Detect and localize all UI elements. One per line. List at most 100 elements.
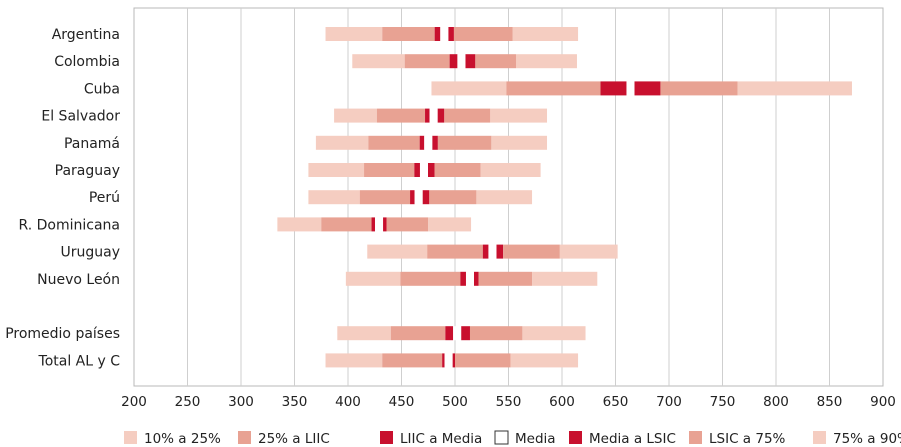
bar-segment-liic-mean [482,244,489,259]
bar-segment-lsic-p75 [478,271,533,286]
bar-mean-marker [440,27,449,41]
bar-segment-mean-lsic [422,190,430,205]
x-tick-label: 900 [870,394,896,410]
bar-segment-lsic-p75 [453,27,513,41]
bar-segment-p25-liic [368,135,420,150]
legend-swatch [813,431,826,444]
bar-segment-p10-p25 [337,326,391,341]
x-tick-label: 200 [121,394,147,410]
bar-segment-p25-liic [382,27,435,41]
grid-lines [187,8,830,386]
x-tick-label: 550 [496,394,522,410]
bar-segment-liic-mean [445,326,454,341]
bar-mean-marker [453,326,462,341]
legend-swatch [380,431,393,444]
bar-segment-p25-liic [364,163,415,177]
bar-segment-p75-p90 [522,326,586,341]
legend-label: Media a LSIC [589,431,676,447]
bar-segment-p10-p25 [315,135,369,150]
bar-segment-p10-p25 [325,27,383,41]
bar-segment-mean-lsic [634,81,661,96]
category-label: Cuba [84,81,120,97]
bar-mean-marker [375,217,384,232]
legend-label: 10% a 25% [144,431,221,447]
legend-swatch [689,431,702,444]
bar-segment-mean-lsic [427,163,435,177]
bar-segment-p75-p90 [532,271,598,286]
legend-label: Media [515,431,556,447]
bar-segment-mean-lsic [452,353,455,368]
legend-swatch [124,431,137,444]
bar-segment-p25-liic [390,326,446,341]
bar-segment-liic-mean [442,353,445,368]
bar-segment-mean-lsic [383,217,387,232]
category-label: Total AL y C [38,353,121,369]
bar-mean-marker [414,190,423,205]
bar-segment-p75-p90 [512,27,579,41]
x-tick-label: 250 [175,394,201,410]
bar-segment-p75-p90 [480,163,541,177]
x-tick-label: 350 [282,394,308,410]
bar-segment-p75-p90 [491,135,548,150]
bar-segment-mean-lsic [432,135,438,150]
bar-segment-liic-mean [419,135,425,150]
bar-mean-marker [419,163,428,177]
legend-swatch [494,430,509,445]
category-label: R. Dominicana [19,217,121,233]
bar-segment-liic-mean [449,54,458,69]
bar-segment-p10-p25 [325,353,383,368]
bar-segment-mean-lsic [437,108,445,123]
bar-segment-mean-lsic [496,244,504,259]
bar-segment-liic-mean [434,27,441,41]
category-label: Perú [89,190,120,206]
bar-segment-mean-lsic [461,326,470,341]
bar-segment-p10-p25 [308,190,360,205]
bar-segment-lsic-p75 [429,190,477,205]
legend: 10% a 25% 25% a LIIC LIIC a Media Media Medi… [124,430,901,447]
bar-segment-lsic-p75 [434,163,481,177]
bar-segment-p25-liic [359,190,411,205]
category-label: Paraguay [55,163,120,179]
bar-mean-marker [429,108,438,123]
bar-segment-lsic-p75 [660,81,738,96]
bar-segment-p25-liic [427,244,483,259]
legend-label: 75% a 90% [833,431,901,447]
bar-segment-p10-p25 [277,217,322,232]
x-tick-label: 800 [763,394,789,410]
legend-label: LSIC a 75% [709,431,786,447]
bar-segment-mean-lsic [448,27,454,41]
category-label: Uruguay [61,245,121,261]
category-label: Argentina [52,27,120,43]
category-label: El Salvador [41,109,120,125]
bar-segment-lsic-p75 [503,244,560,259]
bar-segment-liic-mean [410,190,415,205]
category-label: Nuevo León [37,272,120,288]
bars-group [277,27,852,368]
x-axis-ticks: 200 250 300 350 400 450 500 550 600 650 700 750 800 8… [121,394,896,410]
bar-segment-p75-p90 [559,244,618,259]
bar-segment-p10-p25 [352,54,405,69]
bar-segment-p75-p90 [510,353,579,368]
bar-segment-mean-lsic [473,271,479,286]
bar-mean-marker [424,135,433,150]
bar-segment-mean-lsic [465,54,476,69]
bar-segment-p10-p25 [308,163,365,177]
bar-segment-p25-liic [400,271,461,286]
category-label: Colombia [54,54,120,70]
bar-segment-p10-p25 [367,244,428,259]
bar-mean-marker [465,271,474,286]
x-tick-label: 850 [817,394,843,410]
bar-segment-p75-p90 [515,54,577,69]
legend-label: LIIC a Media [400,431,482,447]
x-tick-label: 750 [710,394,736,410]
x-tick-label: 450 [389,394,415,410]
bar-segment-lsic-p75 [437,135,492,150]
bar-segment-lsic-p75 [386,217,429,232]
x-tick-label: 500 [442,394,468,410]
legend-swatch [569,431,582,444]
bar-segment-liic-mean [600,81,627,96]
bar-segment-p25-liic [404,54,450,69]
bar-segment-liic-mean [414,163,420,177]
category-labels: Argentina Colombia Cuba El Salvador Panamá Pa… [5,27,120,369]
